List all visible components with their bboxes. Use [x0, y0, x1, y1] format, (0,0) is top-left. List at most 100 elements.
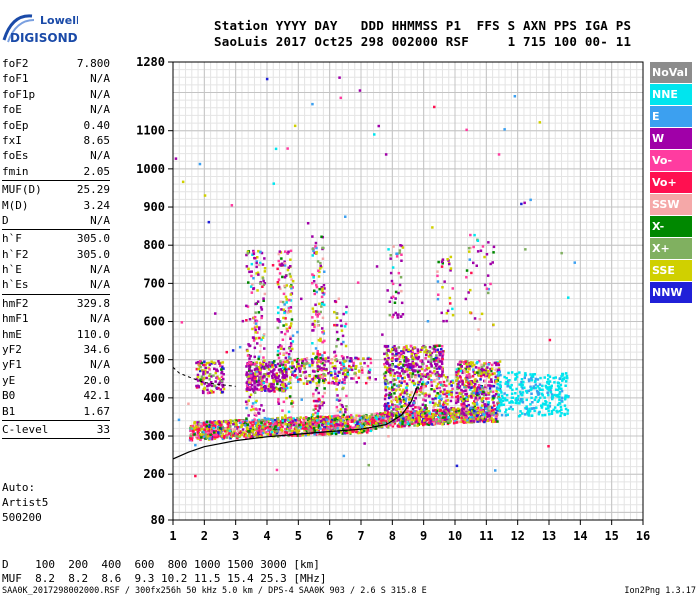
- echo-point: [495, 363, 498, 367]
- echo-point: [216, 434, 220, 437]
- echo-point: [455, 368, 459, 371]
- echo-point: [483, 416, 487, 420]
- echo-point: [548, 405, 552, 408]
- echo-point: [470, 383, 473, 386]
- echo-point: [250, 274, 253, 278]
- echo-point: [205, 420, 209, 423]
- echo-point: [222, 377, 225, 381]
- echo-point: [428, 412, 431, 415]
- echo-point: [290, 434, 294, 437]
- echo-point: [436, 274, 439, 278]
- echo-point: [198, 433, 202, 436]
- echo-point: [195, 435, 198, 439]
- echo-point: [368, 423, 371, 427]
- echo-point: [321, 403, 324, 407]
- echo-point: [406, 406, 409, 410]
- echo-point: [269, 370, 273, 373]
- echo-point: [398, 397, 401, 401]
- echo-point: [435, 364, 438, 367]
- echo-point: [389, 363, 393, 367]
- param-row: yE 20.0: [2, 373, 110, 388]
- echo-point: [412, 418, 415, 421]
- echo-point: [210, 375, 213, 378]
- echo-point: [282, 400, 286, 404]
- echo-point: [285, 384, 288, 388]
- echo-point: [362, 429, 366, 433]
- echo-point: [446, 379, 449, 382]
- echo-point: [475, 379, 478, 383]
- echo-point: [435, 359, 438, 362]
- echo-point: [290, 322, 293, 325]
- echo-point: [560, 387, 563, 391]
- echo-point: [262, 299, 265, 302]
- echo-point: [285, 368, 288, 371]
- echo-point: [261, 431, 265, 435]
- echo-point: [463, 418, 467, 421]
- echo-point: [289, 258, 292, 261]
- echo-point: [288, 429, 291, 432]
- echo-point: [309, 423, 312, 426]
- echo-point: [327, 417, 330, 421]
- echo-point: [550, 393, 554, 396]
- echo-point: [548, 402, 552, 405]
- echo-point: [316, 350, 319, 353]
- echo-point: [427, 366, 431, 370]
- echo-point: [197, 436, 201, 439]
- echo-point: [442, 415, 445, 418]
- echo-point: [514, 392, 517, 395]
- echo-point: [259, 370, 262, 374]
- echo-point: [429, 351, 432, 355]
- echo-point: [305, 430, 308, 433]
- echo-point: [535, 389, 539, 393]
- echo-point: [297, 418, 301, 421]
- echo-point: [304, 370, 308, 374]
- echo-point: [520, 385, 523, 388]
- param-row: hmE 110.0: [2, 327, 110, 342]
- echo-point: [371, 420, 374, 424]
- echo-point: [423, 350, 426, 354]
- echo-point: [347, 426, 350, 430]
- echo-point: [470, 406, 473, 410]
- echo-point: [318, 375, 322, 378]
- echo-point: [278, 250, 282, 253]
- echo-point: [486, 370, 490, 373]
- echo-point: [413, 414, 417, 418]
- echo-point: [397, 346, 401, 349]
- echo-point: [394, 365, 397, 368]
- echo-point: [316, 310, 319, 314]
- echo-point: [234, 432, 238, 435]
- echo-point: [313, 370, 316, 373]
- echo-point: [266, 419, 270, 423]
- echo-point: [266, 417, 270, 421]
- echo-point: [469, 361, 473, 364]
- echo-point: [303, 362, 306, 365]
- echo-point: [393, 392, 396, 395]
- echo-point: [270, 363, 274, 367]
- echo-point: [530, 396, 533, 400]
- echo-point: [208, 391, 212, 394]
- echo-point: [382, 419, 385, 422]
- echo-point: [290, 429, 293, 433]
- echo-point: [487, 407, 490, 410]
- echo-point: [406, 418, 410, 421]
- echo-point: [431, 371, 434, 375]
- echo-point: [235, 426, 238, 430]
- echo-point: [451, 313, 455, 317]
- echo-point: [497, 393, 500, 396]
- echo-point: [253, 382, 256, 385]
- echo-point: [299, 416, 302, 419]
- echo-point: [338, 398, 342, 402]
- echo-point: [425, 364, 428, 368]
- echo-point: [494, 368, 497, 372]
- echo-point: [397, 425, 400, 428]
- echo-point: [322, 372, 325, 376]
- echo-point: [346, 425, 349, 428]
- x-tick-label: 2: [201, 529, 208, 543]
- param-name: hmE: [2, 327, 22, 341]
- echo-point: [335, 388, 338, 391]
- echo-point: [422, 385, 426, 389]
- echo-point: [450, 384, 453, 387]
- echo-point: [408, 378, 412, 381]
- echo-point: [254, 322, 258, 325]
- echo-point: [292, 423, 295, 427]
